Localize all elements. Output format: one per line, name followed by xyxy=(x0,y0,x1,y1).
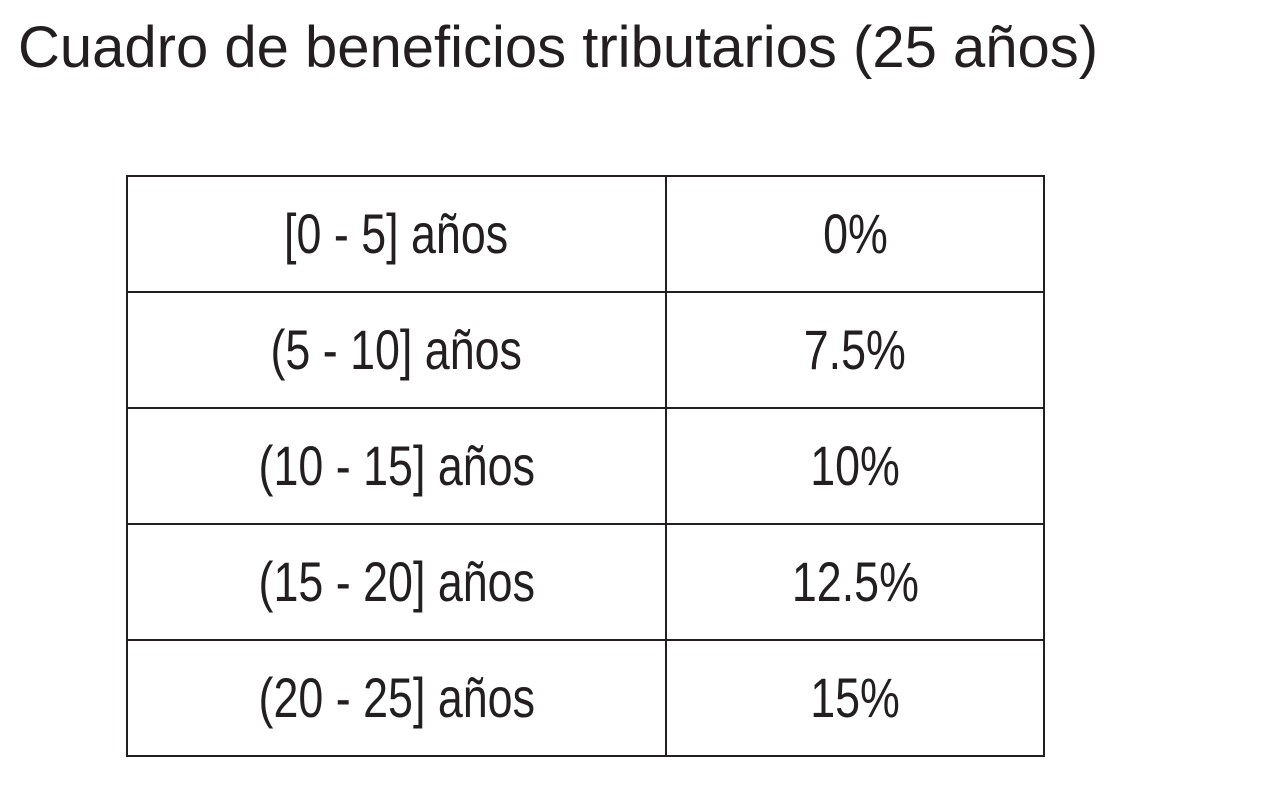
rate-text: 12.5% xyxy=(791,550,919,613)
rate-cell: 0% xyxy=(665,175,1045,293)
range-text: (5 - 10] años xyxy=(270,318,523,381)
table-row: (5 - 10] años 7.5% xyxy=(126,291,1045,409)
range-cell: (20 - 25] años xyxy=(126,639,667,757)
table-row: (10 - 15] años 10% xyxy=(126,407,1045,525)
table-row: (20 - 25] años 15% xyxy=(126,639,1045,757)
rate-text: 7.5% xyxy=(803,318,907,381)
rate-cell: 7.5% xyxy=(665,291,1045,409)
rate-cell: 10% xyxy=(665,407,1045,525)
range-cell: (5 - 10] años xyxy=(126,291,667,409)
range-text: (10 - 15] años xyxy=(258,434,535,497)
range-text: (20 - 25] años xyxy=(258,666,535,729)
range-text: (15 - 20] años xyxy=(258,550,535,613)
range-cell: [0 - 5] años xyxy=(126,175,667,293)
range-cell: (10 - 15] años xyxy=(126,407,667,525)
rate-cell: 12.5% xyxy=(665,523,1045,641)
table-row: (15 - 20] años 12.5% xyxy=(126,523,1045,641)
range-text: [0 - 5] años xyxy=(284,202,509,265)
page-title: Cuadro de beneficios tributarios (25 año… xyxy=(18,15,1099,80)
rate-text: 15% xyxy=(810,666,900,729)
rate-cell: 15% xyxy=(665,639,1045,757)
rate-text: 10% xyxy=(810,434,900,497)
rate-text: 0% xyxy=(822,202,888,265)
tax-benefits-table: [0 - 5] años 0% (5 - 10] años 7.5% (10 -… xyxy=(126,175,1045,757)
table-row: [0 - 5] años 0% xyxy=(126,175,1045,293)
range-cell: (15 - 20] años xyxy=(126,523,667,641)
